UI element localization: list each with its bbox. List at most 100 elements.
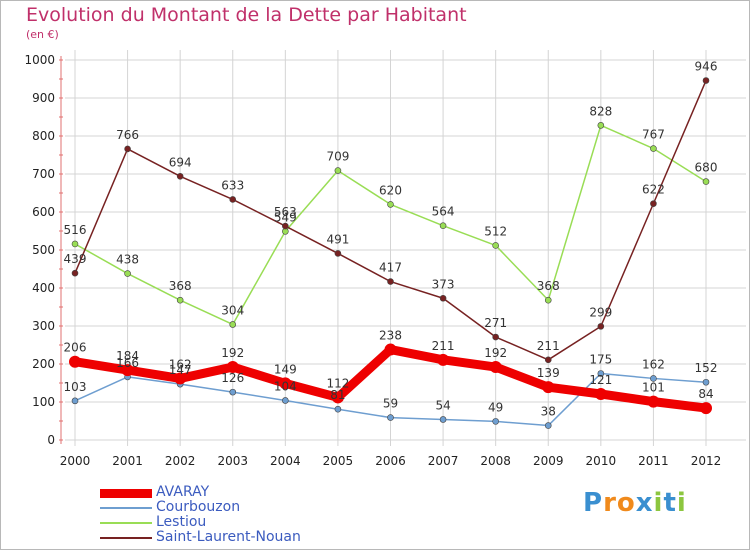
data-point-courbouzon bbox=[597, 370, 605, 377]
data-label-saint-laurent-nouan: 633 bbox=[221, 178, 244, 192]
logo-letter: r bbox=[603, 488, 617, 518]
proxiti-logo: Proxiti bbox=[583, 488, 687, 518]
logo-letter: i bbox=[676, 488, 687, 518]
data-point-avaray bbox=[542, 381, 555, 394]
data-label-lestiou: 438 bbox=[116, 253, 139, 267]
x-tick-label: 2003 bbox=[217, 454, 248, 468]
data-label-avaray: 101 bbox=[642, 381, 665, 395]
data-label-courbouzon: 38 bbox=[541, 405, 556, 419]
logo-letter: t bbox=[663, 488, 677, 518]
data-point-lestiou bbox=[597, 122, 605, 129]
x-tick-label: 2011 bbox=[638, 454, 669, 468]
legend-label: Saint-Laurent-Nouan bbox=[156, 529, 301, 545]
y-tick-label: 0 bbox=[47, 433, 55, 447]
data-point-courbouzon bbox=[492, 418, 499, 425]
data-label-saint-laurent-nouan: 946 bbox=[695, 60, 718, 74]
data-point-saint-laurent-nouan bbox=[702, 77, 710, 84]
data-label-courbouzon: 162 bbox=[642, 357, 665, 371]
logo-letter: P bbox=[583, 488, 604, 518]
data-label-avaray: 184 bbox=[116, 349, 139, 363]
data-label-saint-laurent-nouan: 211 bbox=[537, 339, 560, 353]
data-label-avaray: 238 bbox=[379, 329, 402, 343]
data-point-lestiou bbox=[544, 296, 552, 304]
data-point-saint-laurent-nouan bbox=[650, 200, 657, 207]
data-label-lestiou: 304 bbox=[221, 303, 244, 317]
data-label-lestiou: 709 bbox=[326, 150, 349, 164]
data-label-saint-laurent-nouan: 694 bbox=[169, 155, 192, 169]
data-point-avaray bbox=[594, 388, 607, 401]
data-point-lestiou bbox=[334, 167, 342, 174]
chart-unit: (en €) bbox=[26, 28, 59, 41]
y-tick-label: 1000 bbox=[24, 53, 55, 67]
logo-letter: o bbox=[616, 488, 636, 518]
data-point-courbouzon bbox=[439, 416, 447, 423]
data-point-lestiou bbox=[702, 178, 710, 185]
chart-title: Evolution du Montant de la Dette par Hab… bbox=[26, 4, 467, 26]
data-label-lestiou: 368 bbox=[537, 279, 560, 293]
logo-letter: x bbox=[635, 488, 654, 518]
data-label-saint-laurent-nouan: 622 bbox=[642, 183, 665, 197]
data-label-lestiou: 767 bbox=[642, 128, 665, 142]
data-point-avaray bbox=[174, 372, 187, 385]
data-label-saint-laurent-nouan: 563 bbox=[274, 205, 297, 219]
data-point-courbouzon bbox=[650, 375, 657, 382]
label-layer: 103 166 147 126 104 81 59 54 49 38 175 162 152 516 438… bbox=[64, 60, 718, 419]
data-point-saint-laurent-nouan bbox=[282, 222, 289, 230]
data-point-saint-laurent-nouan bbox=[124, 145, 131, 153]
y-tick-label: 900 bbox=[32, 91, 55, 105]
data-label-saint-laurent-nouan: 417 bbox=[379, 261, 402, 275]
data-label-lestiou: 564 bbox=[432, 205, 455, 219]
data-point-saint-laurent-nouan bbox=[334, 250, 342, 257]
data-point-avaray bbox=[437, 353, 450, 366]
legend-label: AVARAY bbox=[156, 484, 210, 500]
series-layer bbox=[69, 77, 712, 429]
data-label-saint-laurent-nouan: 299 bbox=[589, 305, 612, 319]
data-point-saint-laurent-nouan bbox=[176, 172, 184, 180]
x-tick-label: 2004 bbox=[270, 454, 301, 468]
data-label-lestiou: 368 bbox=[169, 279, 192, 293]
legend: AVARAY Courbouzon Lestiou Saint-Laurent-Nou… bbox=[100, 484, 360, 546]
y-tick-label: 100 bbox=[32, 395, 55, 409]
legend-swatch bbox=[100, 537, 152, 539]
data-point-saint-laurent-nouan bbox=[387, 278, 394, 285]
data-point-avaray bbox=[700, 402, 712, 415]
data-label-avaray: 206 bbox=[64, 341, 87, 355]
data-label-courbouzon: 81 bbox=[330, 388, 345, 402]
data-point-avaray bbox=[69, 355, 81, 368]
data-point-lestiou bbox=[650, 145, 657, 152]
data-label-courbouzon: 147 bbox=[169, 363, 192, 377]
data-label-avaray: 192 bbox=[484, 346, 507, 360]
data-label-lestiou: 516 bbox=[64, 223, 87, 237]
data-point-lestiou bbox=[124, 270, 131, 277]
logo-letter: i bbox=[653, 488, 664, 518]
data-label-courbouzon: 54 bbox=[435, 398, 450, 412]
data-point-courbouzon bbox=[544, 422, 552, 429]
data-point-saint-laurent-nouan bbox=[492, 333, 499, 341]
data-point-saint-laurent-nouan bbox=[544, 356, 552, 364]
data-point-saint-laurent-nouan bbox=[71, 269, 79, 277]
data-label-saint-laurent-nouan: 439 bbox=[64, 252, 87, 266]
data-label-avaray: 121 bbox=[589, 373, 612, 387]
data-label-avaray: 192 bbox=[221, 346, 244, 360]
data-label-courbouzon: 49 bbox=[488, 400, 503, 414]
legend-swatch bbox=[100, 522, 152, 524]
legend-swatch bbox=[100, 507, 152, 509]
data-point-lestiou bbox=[492, 242, 499, 249]
x-tick-label: 2010 bbox=[586, 454, 617, 468]
x-tick-label: 2009 bbox=[533, 454, 564, 468]
data-label-courbouzon: 104 bbox=[274, 379, 297, 393]
legend-item-lestiou: Lestiou bbox=[100, 514, 360, 531]
legend-swatch bbox=[100, 488, 152, 498]
data-label-avaray: 149 bbox=[274, 362, 297, 376]
data-label-lestiou: 828 bbox=[589, 104, 612, 118]
data-label-avaray: 139 bbox=[537, 366, 560, 380]
data-label-lestiou: 680 bbox=[695, 161, 718, 175]
data-label-courbouzon: 126 bbox=[221, 371, 244, 385]
y-tick-label: 200 bbox=[32, 357, 55, 371]
data-point-avaray bbox=[647, 395, 660, 408]
legend-item-avaray: AVARAY bbox=[100, 484, 360, 501]
y-tick-label: 600 bbox=[32, 205, 55, 219]
data-point-courbouzon bbox=[229, 388, 237, 396]
x-tick-label: 2008 bbox=[480, 454, 511, 468]
